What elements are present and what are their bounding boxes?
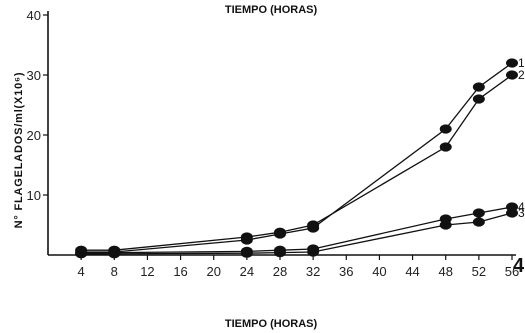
x-tick-label: 20 bbox=[206, 264, 220, 279]
series-1: 1 bbox=[75, 56, 525, 257]
y-tick-label: 20 bbox=[27, 128, 41, 143]
x-tick-label: 28 bbox=[273, 264, 287, 279]
x-tick-label: 12 bbox=[140, 264, 154, 279]
data-point bbox=[240, 232, 253, 242]
series-group: 12 34 bbox=[75, 56, 525, 259]
data-point bbox=[274, 245, 286, 255]
series-line bbox=[81, 62, 513, 253]
data-point bbox=[506, 70, 518, 80]
data-point bbox=[307, 220, 320, 230]
x-tick-label: 36 bbox=[339, 264, 353, 279]
series-label: 4 bbox=[518, 200, 525, 214]
x-tick-label: 56 bbox=[505, 264, 519, 279]
x-tick-label: 40 bbox=[372, 264, 386, 279]
data-point bbox=[506, 58, 518, 68]
series-line bbox=[81, 74, 513, 251]
data-point bbox=[439, 124, 452, 134]
x-tick-label: 32 bbox=[306, 264, 320, 279]
series-label: 2 bbox=[518, 68, 525, 82]
data-point bbox=[108, 248, 121, 258]
data-point bbox=[472, 208, 485, 218]
x-tick-label: 4 bbox=[78, 264, 85, 279]
x-tick-label: 24 bbox=[240, 264, 254, 279]
data-point bbox=[439, 142, 452, 152]
x-tick-label: 48 bbox=[438, 264, 452, 279]
y-tick-label: 40 bbox=[27, 8, 41, 23]
data-point bbox=[506, 202, 518, 212]
x-tick-label: 52 bbox=[472, 264, 486, 279]
y-tick-label: 10 bbox=[27, 188, 41, 203]
data-point bbox=[472, 217, 485, 227]
top-axis-title: TIEMPO (HORAS) bbox=[225, 4, 318, 16]
data-point bbox=[439, 214, 452, 224]
x-tick-label: 8 bbox=[111, 264, 118, 279]
y-tick-label: 30 bbox=[27, 68, 41, 83]
series-2: 2 bbox=[75, 68, 525, 255]
data-point bbox=[274, 227, 286, 237]
series-4: 4 bbox=[75, 200, 525, 258]
data-point bbox=[307, 244, 320, 254]
x-tick-label: 44 bbox=[405, 264, 419, 279]
series-3: 3 bbox=[75, 206, 525, 259]
series-line bbox=[81, 206, 513, 254]
x-tick-label: 16 bbox=[173, 264, 187, 279]
corner-mark: 4 bbox=[513, 255, 525, 277]
series-label: 1 bbox=[518, 56, 525, 70]
data-point bbox=[240, 246, 253, 256]
labels: TIEMPO (HORAS) TIEMPO (HORAS) N° FLAGELA… bbox=[13, 4, 525, 330]
data-point bbox=[472, 94, 485, 104]
data-point bbox=[75, 248, 88, 258]
series-label: 3 bbox=[518, 206, 525, 220]
data-point bbox=[472, 82, 485, 92]
x-axis-title: TIEMPO (HORAS) bbox=[225, 318, 318, 330]
y-axis-title: N° FLAGELADOS/ml(X10⁶) bbox=[13, 72, 25, 229]
